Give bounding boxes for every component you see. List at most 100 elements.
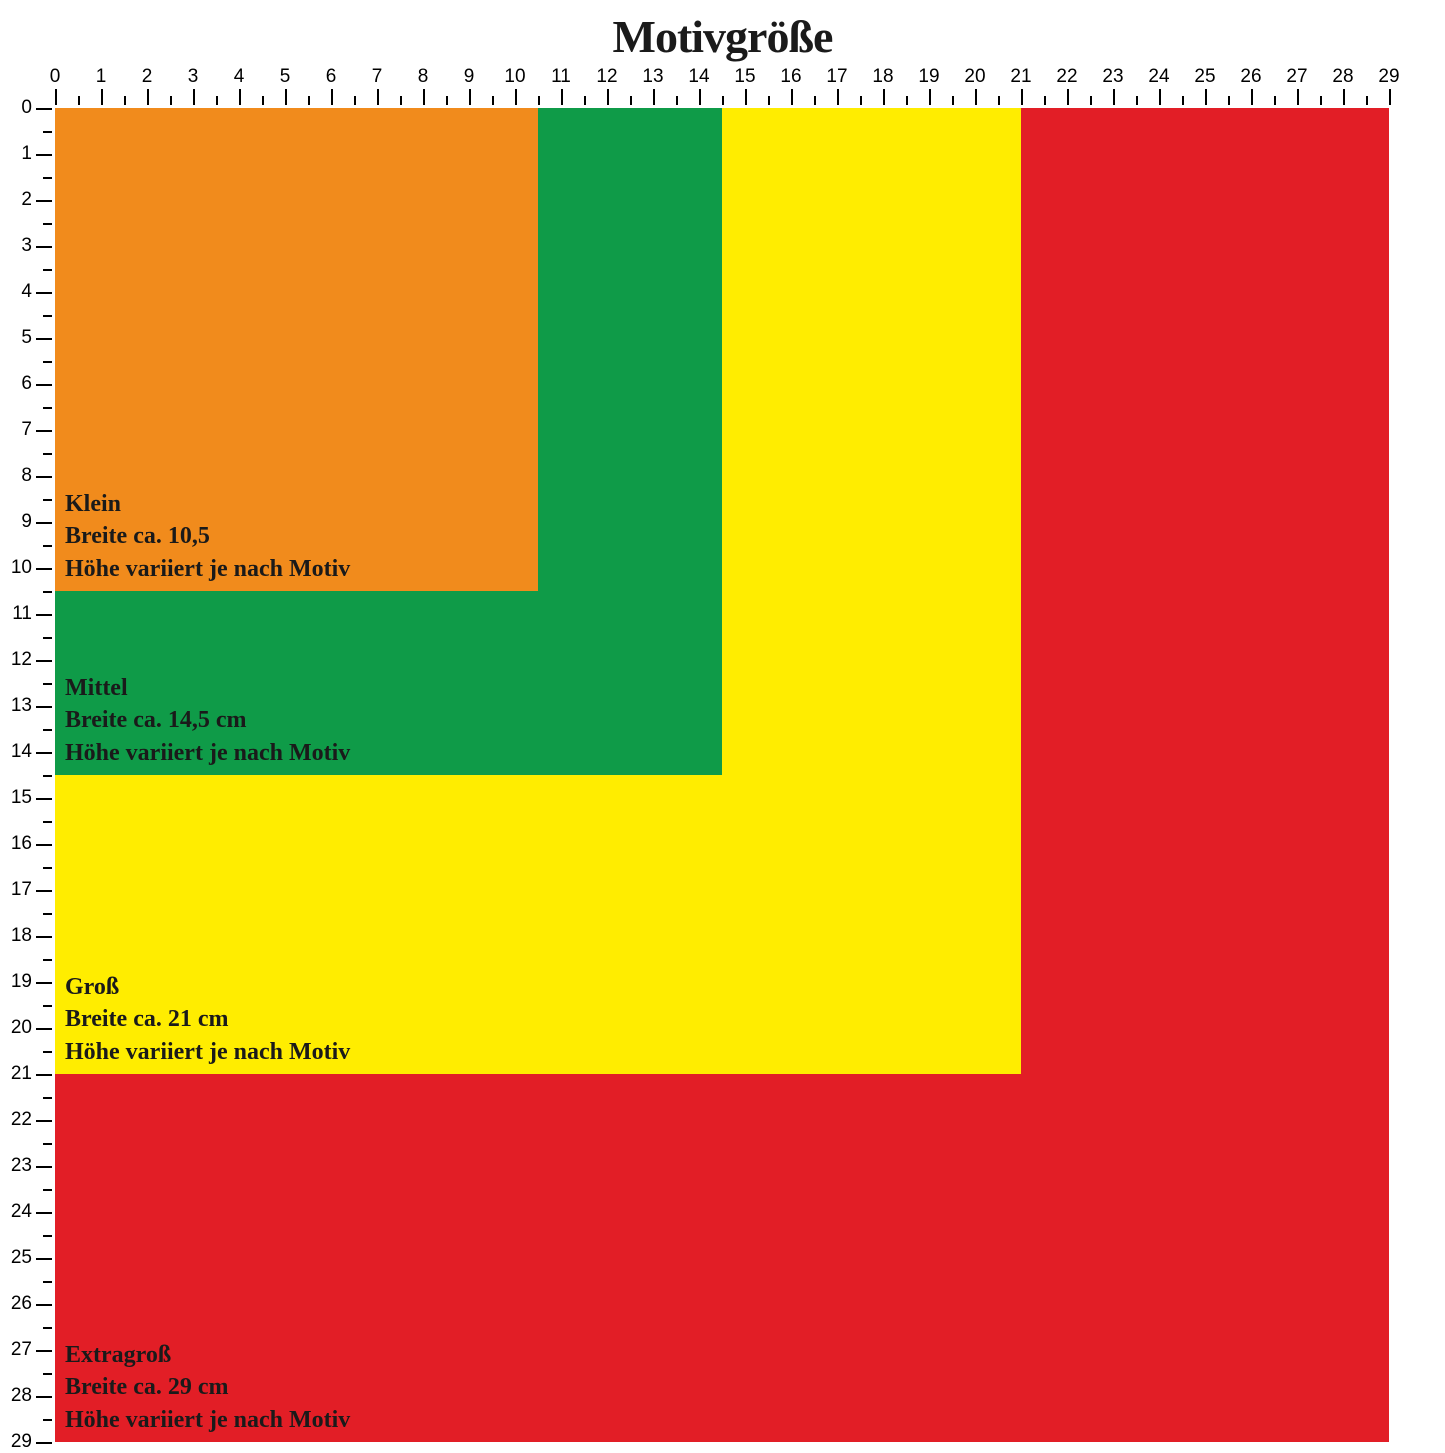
- ruler-label: 8: [418, 66, 429, 88]
- size-name: Groß: [65, 971, 350, 1003]
- ruler-label: 15: [2, 787, 32, 809]
- ruler-label: 24: [1148, 66, 1169, 88]
- size-width: Breite ca. 10,5: [65, 520, 350, 552]
- ruler-label: 21: [2, 1063, 32, 1085]
- ruler-label: 27: [1286, 66, 1307, 88]
- ruler-tick: [699, 89, 701, 105]
- ruler-tick: [630, 96, 632, 105]
- ruler-tick: [43, 591, 52, 593]
- ruler-tick: [906, 96, 908, 105]
- ruler-tick: [331, 89, 333, 105]
- ruler-tick: [36, 752, 52, 754]
- ruler-label: 27: [2, 1339, 32, 1361]
- ruler-tick: [101, 89, 103, 105]
- ruler-tick: [43, 821, 52, 823]
- ruler-tick: [1182, 96, 1184, 105]
- ruler-tick: [43, 131, 52, 133]
- ruler-tick: [43, 499, 52, 501]
- ruler-tick: [400, 96, 402, 105]
- ruler-label: 26: [1240, 66, 1261, 88]
- ruler-label: 10: [2, 557, 32, 579]
- ruler-tick: [43, 637, 52, 639]
- size-height: Höhe variiert je nach Motiv: [65, 1404, 350, 1436]
- ruler-tick: [36, 1442, 52, 1444]
- ruler-tick: [36, 338, 52, 340]
- ruler-tick: [768, 96, 770, 105]
- ruler-label: 20: [964, 66, 985, 88]
- size-box-klein: KleinBreite ca. 10,5Höhe variiert je nac…: [55, 108, 538, 591]
- ruler-tick: [860, 96, 862, 105]
- size-name: Mittel: [65, 672, 350, 704]
- ruler-tick: [998, 96, 1000, 105]
- ruler-tick: [1228, 96, 1230, 105]
- ruler-label: 1: [96, 66, 107, 88]
- ruler-tick: [1044, 96, 1046, 105]
- ruler-tick: [43, 1419, 52, 1421]
- ruler-label: 5: [2, 327, 32, 349]
- ruler-label: 0: [50, 66, 61, 88]
- ruler-tick: [36, 384, 52, 386]
- ruler-label: 16: [2, 833, 32, 855]
- ruler-label: 12: [596, 66, 617, 88]
- ruler-tick: [607, 89, 609, 105]
- ruler-label: 5: [280, 66, 291, 88]
- ruler-label: 14: [2, 741, 32, 763]
- ruler-tick: [36, 200, 52, 202]
- ruler-tick: [1343, 89, 1345, 105]
- ruler-tick: [43, 1005, 52, 1007]
- ruler-tick: [43, 361, 52, 363]
- page-title: Motivgröße: [0, 10, 1445, 63]
- ruler-tick: [1113, 89, 1115, 105]
- ruler-label: 16: [780, 66, 801, 88]
- ruler-tick: [36, 568, 52, 570]
- ruler-tick: [43, 177, 52, 179]
- ruler-tick: [814, 96, 816, 105]
- ruler-tick: [36, 1166, 52, 1168]
- ruler-label: 7: [372, 66, 383, 88]
- size-height: Höhe variiert je nach Motiv: [65, 553, 350, 585]
- ruler-label: 19: [2, 971, 32, 993]
- ruler-tick: [193, 89, 195, 105]
- ruler-label: 10: [504, 66, 525, 88]
- ruler-tick: [952, 96, 954, 105]
- ruler-label: 18: [872, 66, 893, 88]
- ruler-tick: [1205, 89, 1207, 105]
- ruler-tick: [676, 96, 678, 105]
- ruler-label: 9: [2, 511, 32, 533]
- ruler-label: 0: [2, 97, 32, 119]
- ruler-tick: [538, 96, 540, 105]
- ruler-tick: [36, 844, 52, 846]
- ruler-label: 17: [826, 66, 847, 88]
- ruler-tick: [883, 89, 885, 105]
- ruler-label: 2: [142, 66, 153, 88]
- ruler-tick: [36, 1074, 52, 1076]
- size-box-label: MittelBreite ca. 14,5 cmHöhe variiert je…: [65, 672, 350, 769]
- ruler-tick: [36, 706, 52, 708]
- ruler-tick: [308, 96, 310, 105]
- ruler-label: 11: [2, 603, 32, 625]
- ruler-tick: [43, 683, 52, 685]
- ruler-tick: [36, 936, 52, 938]
- size-width: Breite ca. 21 cm: [65, 1003, 350, 1035]
- size-width: Breite ca. 14,5 cm: [65, 704, 350, 736]
- ruler-label: 20: [2, 1017, 32, 1039]
- ruler-tick: [377, 89, 379, 105]
- ruler-label: 22: [2, 1109, 32, 1131]
- ruler-label: 8: [2, 465, 32, 487]
- ruler-tick: [43, 1051, 52, 1053]
- ruler-tick: [36, 798, 52, 800]
- size-box-label: ExtragroßBreite ca. 29 cmHöhe variiert j…: [65, 1339, 350, 1436]
- ruler-label: 23: [2, 1155, 32, 1177]
- ruler-tick: [975, 89, 977, 105]
- ruler-label: 19: [918, 66, 939, 88]
- ruler-tick: [36, 1304, 52, 1306]
- ruler-tick: [36, 430, 52, 432]
- ruler-tick: [1320, 96, 1322, 105]
- ruler-tick: [446, 96, 448, 105]
- ruler-label: 3: [2, 235, 32, 257]
- ruler-tick: [43, 959, 52, 961]
- ruler-label: 25: [2, 1247, 32, 1269]
- ruler-tick: [43, 1373, 52, 1375]
- ruler-tick: [43, 1097, 52, 1099]
- ruler-tick: [561, 89, 563, 105]
